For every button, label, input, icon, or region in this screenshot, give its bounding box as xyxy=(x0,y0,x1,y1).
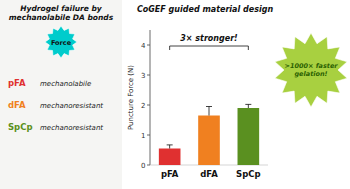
text-line: Hydrogel failure by xyxy=(20,4,103,13)
bars xyxy=(159,104,259,165)
force-text: Force xyxy=(51,39,72,47)
scheme-sublabel: mechanoresistant xyxy=(40,124,103,132)
y-axis-line xyxy=(150,30,151,165)
y-tick xyxy=(147,105,150,106)
bar xyxy=(198,116,220,166)
bar xyxy=(238,108,260,165)
x-tick-label: dFA xyxy=(200,169,218,179)
bar-chart: 0 1 2 3 4 Puncture Force (N) pFA dFA SpCp 3× stro… xyxy=(127,30,268,179)
y-tick-label: 3 xyxy=(141,72,145,80)
scheme-sublabel: mechanoresistant xyxy=(40,102,103,110)
y-tick xyxy=(147,165,150,166)
left-panel: Hydrogel failure bymechanolabile DA bond… xyxy=(0,0,122,189)
left-panel-title: Hydrogel failure bymechanolabile DA bond… xyxy=(9,4,114,22)
y-tick-label: 0 xyxy=(141,162,145,170)
faster-badge: >1000× fastergelation! xyxy=(275,33,347,107)
y-axis-label: Puncture Force (N) xyxy=(127,65,135,130)
left-panel-bg xyxy=(0,0,122,189)
scheme-sublabel: mechanolabile xyxy=(40,80,91,88)
y-tick-label: 4 xyxy=(141,42,146,50)
error-bar xyxy=(167,145,173,149)
figure: Hydrogel failure bymechanolabile DA bond… xyxy=(0,0,350,189)
bracket xyxy=(170,46,249,50)
y-tick xyxy=(147,75,150,76)
right-panel: CoGEF guided material design 0 1 2 3 4 Punctur… xyxy=(127,5,347,179)
x-tick-label: pFA xyxy=(161,169,179,179)
text-line: >1000× faster xyxy=(284,62,338,70)
faster-star xyxy=(275,33,347,107)
scheme-label: SpCp xyxy=(8,122,33,132)
annotation-faster: >1000× fastergelation! xyxy=(284,62,338,78)
y-tick-label: 1 xyxy=(141,132,145,140)
annotation-stronger: 3× stronger! xyxy=(180,34,238,43)
text-line: gelation! xyxy=(294,70,327,78)
y-tick xyxy=(147,135,150,136)
error-bar xyxy=(245,104,251,108)
scheme-label: dFA xyxy=(8,100,26,110)
y-tick xyxy=(147,45,150,46)
x-tick-label: SpCp xyxy=(236,169,261,179)
text-line: mechanolabile DA bonds xyxy=(9,13,114,22)
y-tick-label: 2 xyxy=(141,102,145,110)
bar xyxy=(159,149,181,166)
error-bar xyxy=(206,107,212,116)
scheme-label: pFA xyxy=(8,78,26,88)
chart-title: CoGEF guided material design xyxy=(137,5,273,14)
force-star xyxy=(45,26,77,58)
force-badge: Force xyxy=(45,26,77,58)
plot-bg xyxy=(150,30,268,165)
